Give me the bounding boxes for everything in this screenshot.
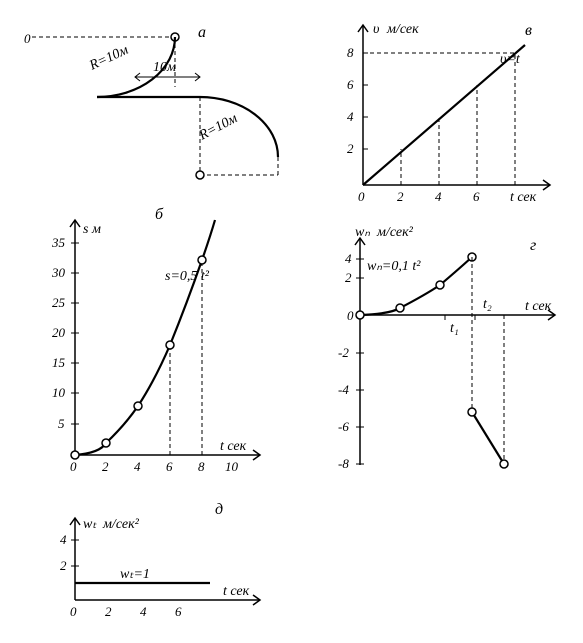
- svg-text:35: 35: [51, 235, 66, 250]
- svg-text:5: 5: [58, 416, 65, 431]
- svg-text:4: 4: [140, 604, 147, 619]
- panel-d-yunit: м/сек²: [102, 517, 140, 532]
- svg-text:10: 10: [52, 385, 66, 400]
- panel-v-line: [363, 45, 525, 185]
- panel-d-xlabel: t сек: [223, 584, 250, 599]
- panel-d-xticks: 0 2 4 6: [70, 604, 182, 619]
- panel-g-xlabel: t сек: [525, 299, 552, 314]
- straight-label: 10м: [153, 60, 176, 75]
- panel-d-formula: wₜ=1: [120, 567, 150, 582]
- svg-text:0: 0: [358, 189, 365, 204]
- svg-text:4: 4: [435, 189, 442, 204]
- panel-g: г wₙ м/сек² t сек 2 4 0 -2 -4 -6 -8 wₙ=0…: [315, 220, 575, 475]
- panel-v-ylabel: υ: [373, 22, 379, 37]
- svg-text:8: 8: [198, 459, 205, 474]
- panel-v-sublabel: в: [525, 22, 532, 39]
- panel-d: д wₜ м/сек² t сек 2 4 0 2 4 6 wₜ=1: [25, 500, 285, 620]
- svg-text:4: 4: [347, 109, 354, 124]
- panel-g-formula: wₙ=0,1 t²: [367, 259, 421, 274]
- t1-label: t₁: [450, 321, 459, 336]
- svg-text:2: 2: [345, 270, 352, 285]
- radius-label-bot: R=10м: [196, 111, 240, 144]
- svg-text:10: 10: [225, 459, 239, 474]
- svg-text:25: 25: [52, 295, 66, 310]
- panel-a-sublabel: а: [198, 24, 206, 41]
- radius-label-top: R=10м: [86, 43, 130, 74]
- panel-b: б s м t сек s=0,5 t² 5 10 15 20 25 30 35…: [25, 205, 285, 475]
- panel-b-xlabel: t сек: [220, 439, 247, 454]
- svg-text:6: 6: [473, 189, 480, 204]
- panel-d-sublabel: д: [215, 501, 223, 518]
- svg-text:0: 0: [347, 308, 354, 323]
- svg-text:-4: -4: [338, 382, 349, 397]
- svg-text:8: 8: [347, 45, 354, 60]
- figure-container: 0 а R=10м 10м R=10м в υ м/сек t сек υ=t …: [10, 10, 573, 633]
- svg-text:4: 4: [134, 459, 141, 474]
- panel-g-sublabel: г: [530, 237, 536, 254]
- svg-text:15: 15: [52, 355, 66, 370]
- panel-g-ylabel: wₙ: [355, 225, 370, 240]
- panel-b-curve: [75, 220, 215, 455]
- panel-v-yticks: 2 4 6 8: [347, 45, 354, 156]
- panel-b-formula: s=0,5 t²: [165, 269, 210, 284]
- svg-text:-2: -2: [338, 345, 349, 360]
- svg-text:0: 0: [70, 604, 77, 619]
- panel-a-origin-top: 0: [24, 31, 31, 46]
- panel-v-yunit: м/сек: [386, 22, 419, 37]
- svg-text:2: 2: [105, 604, 112, 619]
- panel-v-xticks: 0 2 4 6 8: [358, 189, 480, 204]
- t2-label: t₂: [483, 297, 492, 312]
- panel-d-yticks: 2 4: [60, 532, 79, 573]
- svg-text:2: 2: [60, 558, 67, 573]
- panel-a-pt-bot: [196, 171, 204, 179]
- svg-text:2: 2: [347, 141, 354, 156]
- svg-text:-8: -8: [338, 456, 349, 471]
- svg-text:4: 4: [345, 251, 352, 266]
- svg-text:0: 0: [70, 459, 77, 474]
- panel-g-yunit: м/сек²: [376, 225, 414, 240]
- panel-g-seg2: [472, 412, 504, 464]
- panel-a: 0 а R=10м 10м R=10м: [20, 15, 300, 190]
- svg-text:6: 6: [175, 604, 182, 619]
- panel-v: в υ м/сек t сек υ=t 0 2 4 6 8 2 4 6 8: [325, 15, 570, 205]
- svg-text:30: 30: [51, 265, 66, 280]
- panel-b-sublabel: б: [155, 206, 164, 223]
- svg-text:4: 4: [60, 532, 67, 547]
- svg-text:6: 6: [166, 459, 173, 474]
- svg-text:2: 2: [397, 189, 404, 204]
- panel-v-xlabel: t сек: [510, 190, 537, 205]
- panel-b-ylabel: s м: [83, 222, 101, 237]
- panel-b-xticks: 0 2 4 6 8 10: [70, 459, 239, 474]
- svg-text:6: 6: [347, 77, 354, 92]
- svg-text:20: 20: [52, 325, 66, 340]
- panel-d-ylabel: wₜ: [83, 517, 97, 532]
- svg-text:-6: -6: [338, 419, 349, 434]
- svg-text:2: 2: [102, 459, 109, 474]
